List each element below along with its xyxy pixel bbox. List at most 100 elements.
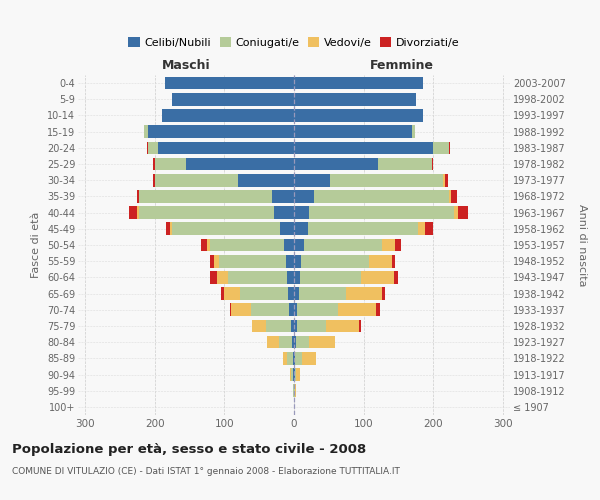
Bar — [293, 352, 294, 364]
Y-axis label: Fasce di età: Fasce di età — [31, 212, 41, 278]
Bar — [274, 206, 294, 219]
Bar — [296, 368, 299, 381]
Bar — [287, 352, 293, 364]
Bar — [308, 222, 418, 235]
Bar — [295, 352, 302, 364]
Text: Maschi: Maschi — [161, 59, 211, 72]
Bar — [299, 271, 361, 283]
Bar — [155, 174, 238, 186]
Bar — [280, 222, 294, 235]
Bar — [170, 222, 172, 235]
Bar — [202, 238, 207, 252]
Bar — [295, 384, 296, 397]
Bar — [376, 304, 380, 316]
Bar — [239, 288, 289, 300]
Bar — [220, 255, 286, 268]
Bar — [418, 222, 425, 235]
Bar — [308, 336, 335, 348]
Bar — [165, 77, 294, 90]
Bar — [301, 255, 369, 268]
Bar — [148, 142, 158, 154]
Bar — [294, 304, 298, 316]
Bar — [289, 304, 294, 316]
Bar — [230, 304, 231, 316]
Bar — [211, 238, 284, 252]
Bar — [294, 93, 416, 106]
Bar — [129, 206, 137, 219]
Bar — [382, 288, 385, 300]
Bar — [211, 255, 214, 268]
Bar — [310, 206, 454, 219]
Bar — [148, 126, 294, 138]
Bar — [445, 174, 448, 186]
Bar — [346, 288, 382, 300]
Bar — [252, 320, 266, 332]
Bar — [283, 352, 287, 364]
Bar — [294, 271, 299, 283]
Bar — [293, 384, 294, 397]
Bar — [224, 288, 239, 300]
Bar — [382, 238, 395, 252]
Bar — [294, 126, 412, 138]
Bar — [433, 142, 449, 154]
Bar — [443, 174, 445, 186]
Bar — [158, 142, 294, 154]
Bar — [458, 206, 468, 219]
Bar — [155, 158, 186, 170]
Bar — [454, 206, 458, 219]
Bar — [377, 158, 432, 170]
Bar — [228, 271, 287, 283]
Bar — [296, 336, 308, 348]
Bar — [298, 304, 338, 316]
Bar — [139, 206, 274, 219]
Bar — [137, 190, 139, 202]
Bar — [211, 271, 217, 283]
Bar — [295, 368, 296, 381]
Bar — [286, 255, 294, 268]
Bar — [359, 320, 361, 332]
Bar — [294, 288, 299, 300]
Bar — [330, 174, 443, 186]
Bar — [266, 320, 290, 332]
Bar — [369, 255, 392, 268]
Bar — [294, 384, 295, 397]
Bar — [280, 336, 292, 348]
Bar — [139, 190, 272, 202]
Bar — [425, 222, 433, 235]
Bar — [186, 158, 294, 170]
Bar — [147, 142, 148, 154]
Bar — [267, 336, 280, 348]
Bar — [207, 238, 211, 252]
Bar — [449, 142, 450, 154]
Bar — [251, 304, 289, 316]
Bar — [217, 271, 228, 283]
Bar — [214, 255, 220, 268]
Bar — [294, 206, 310, 219]
Bar — [314, 190, 449, 202]
Bar — [449, 190, 451, 202]
Bar — [432, 158, 433, 170]
Bar — [294, 368, 295, 381]
Bar — [294, 142, 433, 154]
Bar — [238, 174, 294, 186]
Bar — [395, 238, 401, 252]
Bar — [294, 222, 308, 235]
Legend: Celibi/Nubili, Coniugati/e, Vedovi/e, Divorziati/e: Celibi/Nubili, Coniugati/e, Vedovi/e, Di… — [124, 33, 464, 52]
Bar — [166, 222, 170, 235]
Bar — [392, 255, 395, 268]
Bar — [412, 126, 415, 138]
Bar — [137, 206, 139, 219]
Bar — [294, 352, 295, 364]
Bar — [394, 271, 398, 283]
Bar — [293, 368, 294, 381]
Bar — [361, 271, 394, 283]
Bar — [172, 222, 280, 235]
Text: Femmine: Femmine — [370, 59, 434, 72]
Bar — [304, 238, 382, 252]
Bar — [284, 238, 294, 252]
Bar — [221, 288, 224, 300]
Bar — [294, 255, 301, 268]
Bar — [297, 320, 326, 332]
Bar — [294, 77, 423, 90]
Bar — [338, 304, 376, 316]
